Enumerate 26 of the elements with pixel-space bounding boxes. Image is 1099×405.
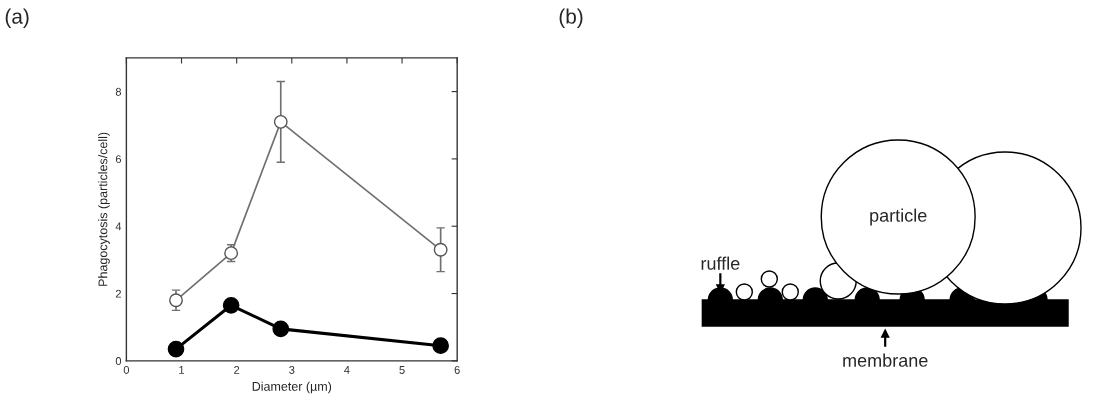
x-tick-label: 3 [289,366,295,374]
text: ruffle [701,256,740,270]
point [169,293,183,308]
point [167,340,185,358]
y-tick-label: 6 [115,155,122,164]
text: (b) [559,8,583,28]
text: membrane [843,353,928,367]
x-axis-title: Diameter (µm) [252,381,332,394]
chart-title: (a) [5,8,29,28]
x-tick-label: 5 [399,366,405,374]
x-tick-label: 2 [234,366,240,374]
text: particle [870,208,927,226]
y-tick-label: 2 [115,289,121,298]
point [432,337,449,355]
y-tick-label: 8 [115,87,122,96]
x-tick-label: 0 [123,366,130,374]
y-tick-label: 0 [115,357,122,365]
x-tick-label: 4 [344,366,350,374]
point [433,242,448,257]
x-tick-label: 6 [454,366,460,374]
y-axis-title: Phagocytosis (particles/cell) [98,132,110,286]
point [222,296,240,314]
y-tick-label: 4 [115,222,122,231]
point [272,320,290,338]
x-tick-label: 1 [179,366,185,374]
point [273,114,288,129]
